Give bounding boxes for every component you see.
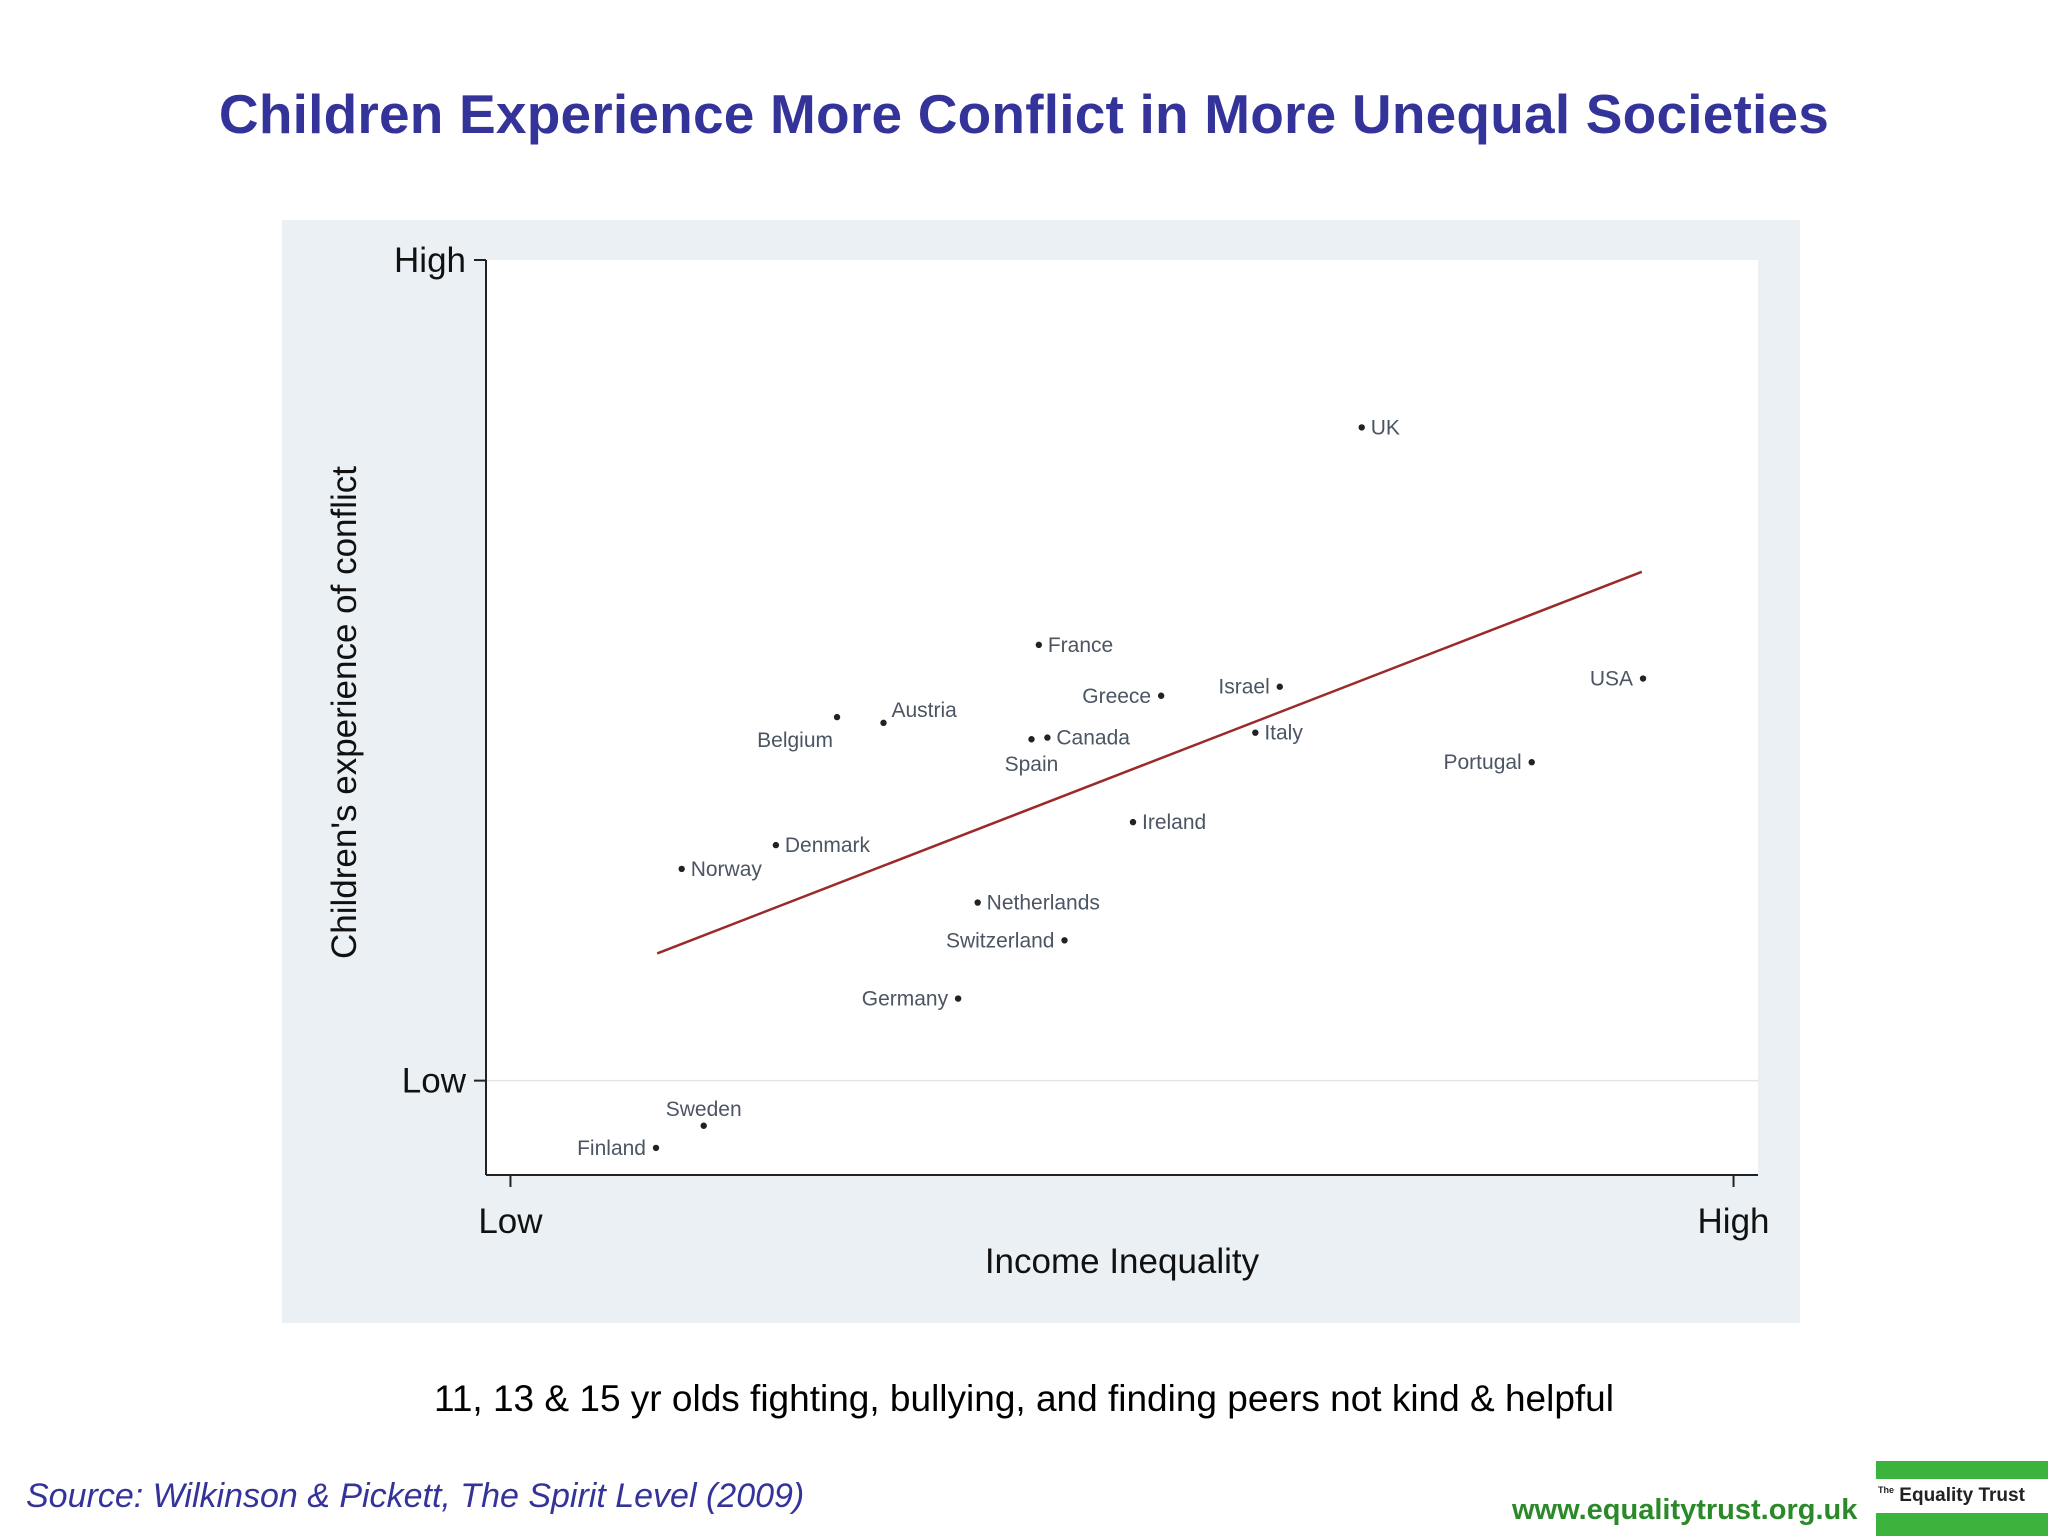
point-norway: [678, 865, 685, 873]
x-tick-label-low: Low: [478, 1202, 543, 1241]
point-label-belgium: Belgium: [757, 729, 833, 752]
point-ireland: [1129, 818, 1137, 826]
point-label-switzerland: Switzerland: [946, 929, 1055, 952]
scatter-plot: Low High Low High Income Inequality Children'…: [325, 241, 1770, 1281]
y-tick-label-high: High: [394, 241, 466, 280]
point-label-denmark: Denmark: [785, 834, 871, 857]
point-italy: [1252, 729, 1259, 736]
plot-area: [486, 260, 1758, 1175]
logo-bar-top: [1876, 1461, 2048, 1479]
point-france: [1035, 641, 1043, 649]
point-label-netherlands: Netherlands: [987, 892, 1100, 915]
y-axis-title: Children's experience of conflict: [325, 466, 364, 959]
logo-bar-bottom: [1876, 1513, 2048, 1536]
point-label-spain: Spain: [1005, 753, 1059, 776]
point-label-italy: Italy: [1264, 722, 1303, 745]
point-label-portugal: Portugal: [1444, 751, 1522, 774]
point-label-israel: Israel: [1218, 676, 1269, 699]
point-label-finland: Finland: [577, 1137, 646, 1160]
point-label-uk: UK: [1371, 416, 1400, 439]
point-uk: [1358, 424, 1365, 431]
logo-name: Equality Trust: [1899, 1485, 2025, 1506]
trend-line: [656, 570, 1643, 955]
point-spain: [1028, 736, 1035, 743]
point-israel: [1276, 683, 1283, 690]
point-belgium: [833, 713, 841, 721]
source-citation: Source: Wilkinson & Pickett, The Spirit …: [26, 1477, 805, 1515]
point-denmark: [772, 841, 780, 849]
point-label-norway: Norway: [691, 858, 763, 881]
point-canada: [1044, 734, 1051, 741]
point-greece: [1157, 692, 1165, 699]
point-usa: [1639, 675, 1647, 682]
website-link[interactable]: www.equalitytrust.org.uk: [1512, 1494, 1858, 1526]
equality-trust-logo: The Equality Trust: [1876, 1461, 2048, 1536]
x-axis-title: Income Inequality: [985, 1242, 1260, 1281]
point-portugal: [1528, 759, 1535, 766]
point-label-austria: Austria: [892, 699, 958, 722]
y-tick-label-low: Low: [402, 1062, 467, 1101]
point-label-germany: Germany: [862, 988, 949, 1011]
x-tick-label-high: High: [1698, 1202, 1770, 1241]
chart-title: Children Experience More Conflict in Mor…: [218, 83, 1830, 145]
chart-subtitle: 11, 13 & 15 yr olds fighting, bullying, …: [434, 1378, 1614, 1419]
point-label-sweden: Sweden: [666, 1098, 742, 1121]
point-finland: [652, 1144, 660, 1152]
point-germany: [954, 995, 962, 1002]
point-label-canada: Canada: [1056, 727, 1130, 750]
logo-text: The Equality Trust: [1878, 1485, 2048, 1507]
point-austria: [880, 719, 887, 727]
point-label-greece: Greece: [1082, 685, 1151, 708]
point-sweden: [700, 1122, 707, 1129]
point-label-usa: USA: [1590, 668, 1633, 691]
chart-panel: Low High Low High Income Inequality Children'…: [282, 220, 1800, 1323]
logo-small-text: The: [1878, 1485, 1895, 1495]
point-label-ireland: Ireland: [1142, 811, 1206, 834]
point-netherlands: [974, 899, 981, 906]
point-label-france: France: [1048, 634, 1113, 657]
point-switzerland: [1061, 937, 1068, 944]
